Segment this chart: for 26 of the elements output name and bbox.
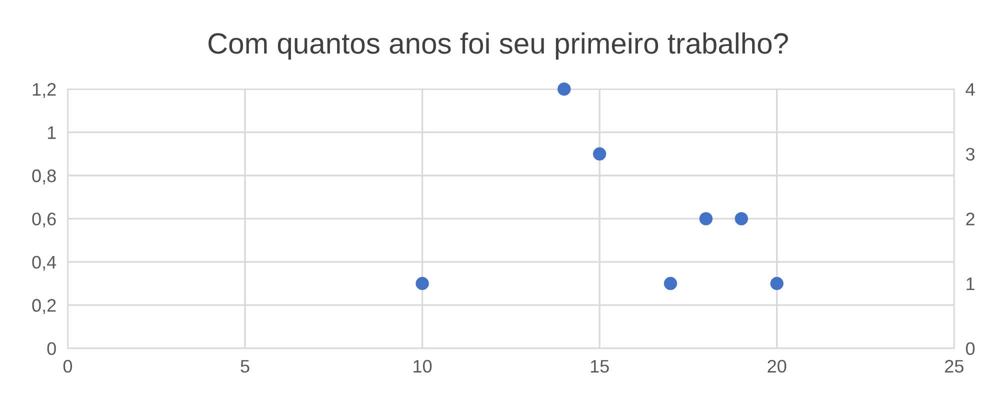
y-tick-label: 0 bbox=[47, 342, 56, 356]
x-tick-label: 25 bbox=[945, 360, 964, 373]
y2-tick-label: 2 bbox=[966, 212, 974, 226]
y2-tick-label: 3 bbox=[966, 148, 975, 161]
x-tick-label: 15 bbox=[590, 360, 609, 373]
chart-title: Com quantos anos foi seu primeiro trabalho? bbox=[208, 32, 788, 60]
x-tick-label: 5 bbox=[240, 360, 250, 373]
point bbox=[770, 276, 784, 290]
y2-tick-label: 1 bbox=[966, 278, 974, 290]
x-tick-label: 10 bbox=[414, 360, 432, 373]
point bbox=[592, 147, 606, 160]
point bbox=[558, 82, 571, 96]
x-tick-label: 20 bbox=[768, 360, 786, 373]
y-tick-label: 1,2 bbox=[32, 83, 56, 98]
y-tick-label: 0,6 bbox=[32, 212, 56, 228]
point bbox=[699, 212, 713, 226]
x-tick-label: 0 bbox=[63, 360, 72, 373]
y2-tick-label: 4 bbox=[966, 83, 975, 96]
point bbox=[416, 276, 429, 290]
y-tick-label: 0,2 bbox=[32, 299, 56, 314]
point bbox=[664, 276, 678, 290]
y-tick-label: 1 bbox=[48, 126, 56, 139]
y2-tick-label: 0 bbox=[966, 342, 975, 356]
y-tick-label: 0,4 bbox=[32, 256, 56, 271]
y-tick-label: 0,8 bbox=[32, 169, 56, 184]
point bbox=[734, 212, 748, 226]
